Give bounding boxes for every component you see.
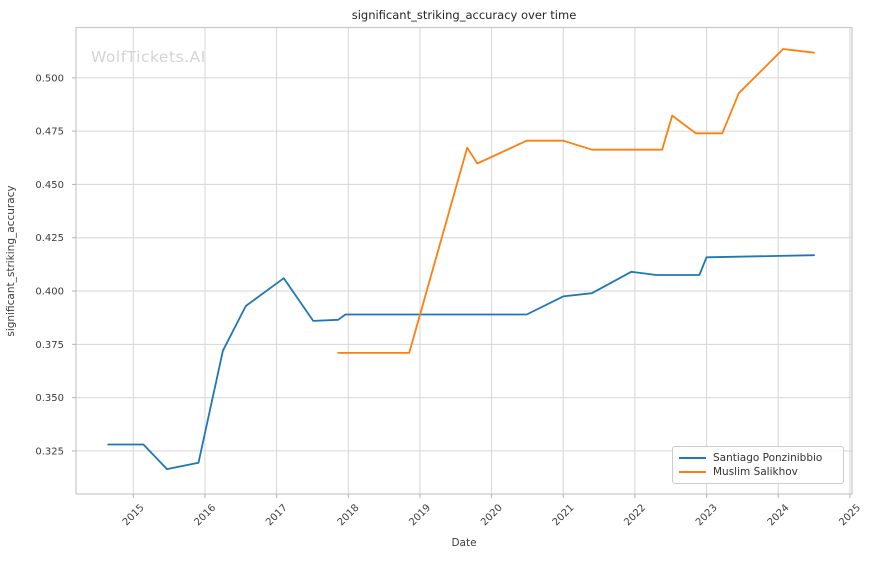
y-tick-label: 0.325 bbox=[35, 446, 64, 457]
chart-title: significant_striking_accuracy over time bbox=[351, 8, 577, 22]
y-tick-label: 0.500 bbox=[35, 73, 64, 84]
y-axis-label: significant_striking_accuracy bbox=[5, 185, 17, 337]
y-tick-label: 0.425 bbox=[35, 233, 64, 244]
legend-line-swatch bbox=[679, 471, 706, 473]
x-tick-label: 2020 bbox=[479, 502, 505, 528]
plot-border bbox=[75, 26, 853, 495]
legend-item: Muslim Salikhov bbox=[679, 465, 835, 479]
series-line-muslim-salikhov bbox=[337, 48, 815, 354]
x-tick-label: 2025 bbox=[837, 502, 863, 528]
y-tick-label: 0.475 bbox=[35, 127, 64, 138]
x-tick-label: 2024 bbox=[766, 502, 792, 528]
y-tick-label: 0.350 bbox=[35, 393, 64, 404]
x-tick-label: 2015 bbox=[121, 502, 147, 528]
y-tick-label: 0.450 bbox=[35, 180, 64, 191]
x-tick-label: 2023 bbox=[694, 502, 720, 528]
x-axis-label: Date bbox=[451, 537, 477, 549]
x-tick-label: 2018 bbox=[336, 502, 362, 528]
y-tick-label: 0.400 bbox=[35, 287, 64, 298]
x-tick-label: 2019 bbox=[407, 502, 433, 528]
x-tick-label: 2021 bbox=[551, 502, 577, 528]
y-tick-label: 0.375 bbox=[35, 340, 64, 351]
watermark: WolfTickets.AI bbox=[91, 48, 206, 66]
series-line-santiago-ponzinibbio bbox=[107, 254, 815, 471]
legend-label: Santiago Ponzinibbio bbox=[713, 452, 823, 464]
legend-label: Muslim Salikhov bbox=[713, 466, 798, 478]
x-tick-label: 2022 bbox=[622, 502, 648, 528]
x-tick-label: 2016 bbox=[192, 502, 218, 528]
x-tick-label: 2017 bbox=[264, 502, 290, 528]
legend: Santiago Ponzinibbio Muslim Salikhov bbox=[672, 446, 844, 484]
legend-line-swatch bbox=[679, 457, 706, 459]
legend-item: Santiago Ponzinibbio bbox=[679, 451, 835, 465]
